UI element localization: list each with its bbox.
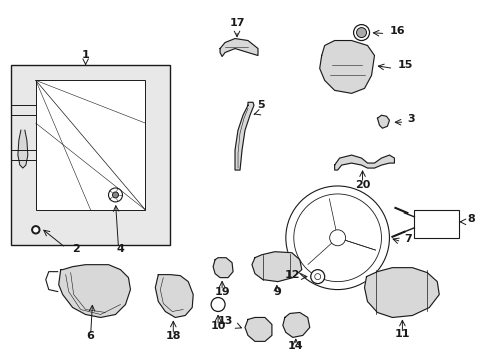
Ellipse shape	[285, 186, 388, 289]
Polygon shape	[220, 39, 258, 57]
Text: 2: 2	[72, 244, 80, 254]
Bar	[36, 80, 145, 210]
Circle shape	[112, 192, 118, 198]
Circle shape	[329, 230, 345, 246]
Text: 1: 1	[81, 50, 89, 60]
Text: 18: 18	[165, 332, 181, 341]
Text: 10: 10	[210, 321, 225, 332]
Bar	[11, 66, 170, 245]
Text: 19: 19	[214, 287, 229, 297]
Polygon shape	[377, 115, 388, 128]
Circle shape	[314, 274, 320, 280]
Polygon shape	[319, 41, 374, 93]
Text: 7: 7	[404, 234, 411, 244]
Polygon shape	[235, 102, 253, 170]
Polygon shape	[244, 318, 271, 341]
Polygon shape	[213, 258, 233, 278]
Text: 11: 11	[394, 329, 409, 339]
Text: 8: 8	[466, 214, 474, 224]
Circle shape	[32, 226, 40, 234]
Circle shape	[310, 270, 324, 284]
Circle shape	[34, 228, 38, 232]
Text: 3: 3	[407, 114, 414, 124]
Circle shape	[108, 188, 122, 202]
Polygon shape	[18, 130, 28, 168]
Polygon shape	[251, 252, 301, 282]
Circle shape	[353, 24, 369, 41]
Circle shape	[211, 298, 224, 311]
Polygon shape	[334, 155, 394, 170]
Polygon shape	[155, 275, 193, 318]
Polygon shape	[282, 312, 309, 337]
Text: 4: 4	[116, 244, 124, 254]
Text: 15: 15	[397, 60, 412, 71]
Text: 5: 5	[256, 100, 264, 110]
Text: 14: 14	[287, 341, 303, 351]
Text: 20: 20	[354, 180, 369, 190]
Text: 12: 12	[284, 270, 299, 280]
Bar	[413, 210, 458, 238]
Polygon shape	[59, 265, 130, 318]
Text: 16: 16	[388, 26, 404, 36]
Text: 17: 17	[229, 18, 244, 28]
Text: 9: 9	[272, 287, 280, 297]
Circle shape	[356, 28, 366, 37]
Ellipse shape	[293, 194, 381, 282]
Text: 13: 13	[217, 316, 233, 327]
Polygon shape	[364, 268, 438, 318]
Text: 6: 6	[86, 332, 94, 341]
